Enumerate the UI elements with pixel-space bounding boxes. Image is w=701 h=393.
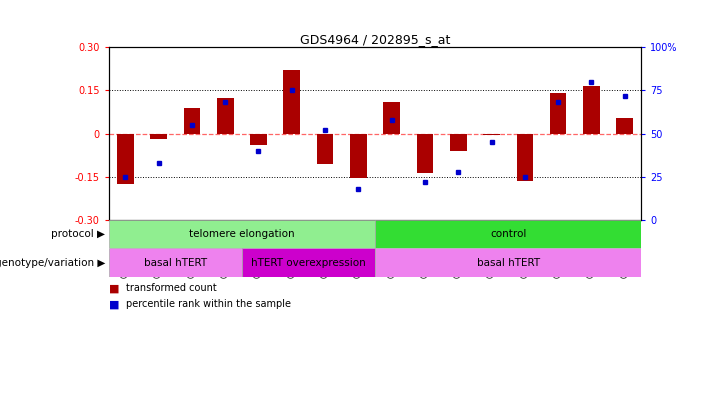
- Bar: [150, 134, 167, 140]
- Text: percentile rank within the sample: percentile rank within the sample: [126, 299, 291, 309]
- Bar: [483, 134, 500, 135]
- Bar: [616, 118, 633, 134]
- Text: ■: ■: [109, 283, 119, 294]
- Text: control: control: [490, 229, 526, 239]
- Bar: [517, 134, 533, 181]
- Bar: [283, 70, 300, 134]
- Bar: [242, 248, 375, 277]
- Bar: [117, 134, 134, 184]
- Bar: [250, 134, 267, 145]
- Text: telomere elongation: telomere elongation: [189, 229, 294, 239]
- Text: hTERT overexpression: hTERT overexpression: [251, 257, 366, 268]
- Bar: [109, 220, 375, 248]
- Bar: [184, 108, 200, 134]
- Bar: [217, 97, 233, 134]
- Bar: [416, 134, 433, 173]
- Text: basal hTERT: basal hTERT: [477, 257, 540, 268]
- Text: protocol ▶: protocol ▶: [51, 229, 105, 239]
- Text: ■: ■: [109, 299, 119, 309]
- Bar: [450, 134, 467, 151]
- Bar: [383, 102, 400, 134]
- Bar: [350, 134, 367, 178]
- Bar: [109, 248, 242, 277]
- Title: GDS4964 / 202895_s_at: GDS4964 / 202895_s_at: [300, 33, 450, 46]
- Text: genotype/variation ▶: genotype/variation ▶: [0, 257, 105, 268]
- Bar: [583, 86, 600, 134]
- Text: transformed count: transformed count: [126, 283, 217, 294]
- Bar: [375, 220, 641, 248]
- Text: basal hTERT: basal hTERT: [144, 257, 207, 268]
- Bar: [375, 248, 641, 277]
- Bar: [317, 134, 334, 164]
- Bar: [550, 93, 566, 134]
